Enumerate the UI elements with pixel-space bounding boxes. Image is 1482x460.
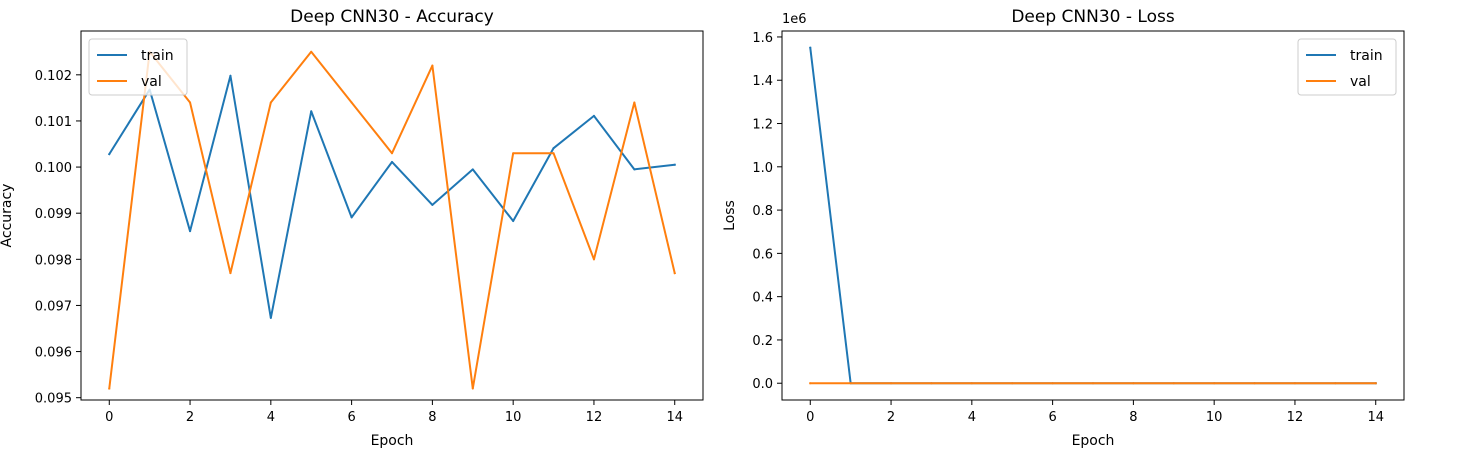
data-point-train [269,316,272,319]
data-point-val [1213,382,1216,385]
data-point-val [970,382,973,385]
legend-label-train: train [141,48,174,64]
data-point-val [512,152,515,155]
y-tick-label: 0.099 [35,207,72,222]
data-point-val [1253,382,1256,385]
x-tick-label: 12 [1287,410,1304,425]
x-tick-label: 2 [186,410,194,425]
y-tick-label: 0.8 [752,204,773,219]
y-tick-label: 0.102 [35,69,72,84]
series-line-train [809,46,1377,385]
x-tick-label: 0 [105,410,113,425]
y-tick-label: 1.6 [752,31,773,46]
x-tick-label: 10 [1206,410,1223,425]
x-tick-label: 8 [428,410,436,425]
data-point-train [592,114,595,117]
data-point-val [1051,382,1054,385]
y-tick-label: 0.4 [752,291,773,306]
data-point-val [391,152,393,155]
legend-label-val: val [141,74,162,90]
data-point-val [471,387,474,390]
data-point-train [673,163,676,166]
x-tick-label: 6 [1048,410,1056,425]
data-point-val [189,101,192,104]
data-point-val [1293,382,1296,385]
data-point-val [673,272,676,275]
x-tick-label: 4 [267,410,275,425]
data-point-val [1172,382,1175,385]
data-point-val [809,382,812,385]
y-tick-label: 0.096 [35,346,72,361]
data-point-val [1334,382,1337,385]
x-tick-label: 10 [505,410,522,425]
x-tick-label: 12 [586,410,603,425]
data-point-val [269,101,272,104]
x-tick-label: 4 [968,410,976,425]
x-tick-label: 0 [806,410,814,425]
chart-title: Deep CNN30 - Accuracy [290,7,494,27]
data-point-val [1132,382,1135,385]
data-point-train [310,110,313,113]
data-point-val [1374,382,1377,385]
y-tick-label: 1.2 [752,118,773,133]
x-axis-label: Epoch [371,433,414,449]
y-tick-label: 0.098 [35,253,72,268]
y-tick-label: 0.101 [35,115,72,130]
data-point-train [471,168,474,171]
x-tick-label: 14 [666,410,683,425]
x-tick-label: 6 [347,410,355,425]
data-point-train [809,46,812,49]
data-point-train [391,160,393,163]
data-point-val [592,258,595,261]
y-tick-label: 0.095 [35,392,72,407]
y-axis-label: Accuracy [0,184,15,248]
data-point-val [350,101,353,104]
data-point-val [890,382,893,385]
data-point-train [633,168,636,171]
data-point-train [350,216,353,219]
data-point-val [633,101,636,104]
y-tick-label: 0.097 [35,299,72,314]
x-axis-label: Epoch [1072,433,1115,449]
y-tick-label: 0.100 [35,161,72,176]
axes-frame [80,30,704,401]
x-tick-label: 8 [1129,410,1137,425]
y-tick-label: 0.0 [752,377,773,392]
chart-title: Deep CNN30 - Loss [1011,7,1175,27]
data-point-train [229,74,232,77]
data-point-val [552,152,555,155]
y-tick-label: 0.6 [752,247,773,262]
data-point-val [1011,382,1014,385]
data-point-val [849,382,852,385]
data-point-train [189,230,192,233]
data-point-val [431,64,434,67]
y-tick-label: 1.0 [752,161,773,176]
y-tick-label: 0.2 [752,334,773,349]
data-point-train [108,153,111,156]
y-tick-label: 1.4 [752,74,773,89]
data-point-train [512,220,515,223]
legend-label-train: train [1350,48,1383,64]
y-offset-text: 1e6 [782,12,807,27]
x-tick-label: 14 [1367,410,1384,425]
series-line-train [107,74,676,319]
data-point-val [1092,382,1094,385]
series-line-val [108,50,676,390]
data-point-val [310,50,313,53]
x-tick-label: 2 [887,410,895,425]
y-axis-label: Loss [722,200,738,231]
data-point-train [431,203,434,206]
data-point-val [930,382,933,385]
data-point-val [108,387,111,390]
legend-label-val: val [1350,74,1371,90]
axes-frame [781,30,1405,401]
data-point-train [552,147,555,150]
data-point-val [229,272,232,275]
